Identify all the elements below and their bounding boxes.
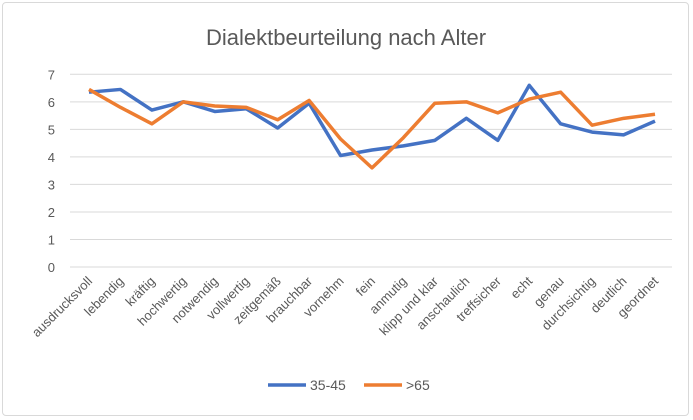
chart-title: Dialektbeurteilung nach Alter [206, 25, 486, 50]
legend-label: 35-45 [310, 377, 346, 393]
series-line-1 [88, 87, 656, 170]
y-tick-label: 3 [48, 177, 55, 192]
y-tick-label: 4 [48, 150, 55, 165]
y-tick-label: 2 [48, 205, 55, 220]
y-tick-label: 6 [48, 95, 55, 110]
y-tick-label: 1 [48, 232, 55, 247]
legend-label: >65 [406, 377, 430, 393]
y-tick-label: 0 [48, 260, 55, 275]
chart-frame [2, 2, 689, 416]
y-tick-label: 7 [48, 67, 55, 82]
series-line-0 [88, 83, 656, 158]
y-tick-label: 5 [48, 122, 55, 137]
x-tick-label: fein [353, 274, 378, 299]
